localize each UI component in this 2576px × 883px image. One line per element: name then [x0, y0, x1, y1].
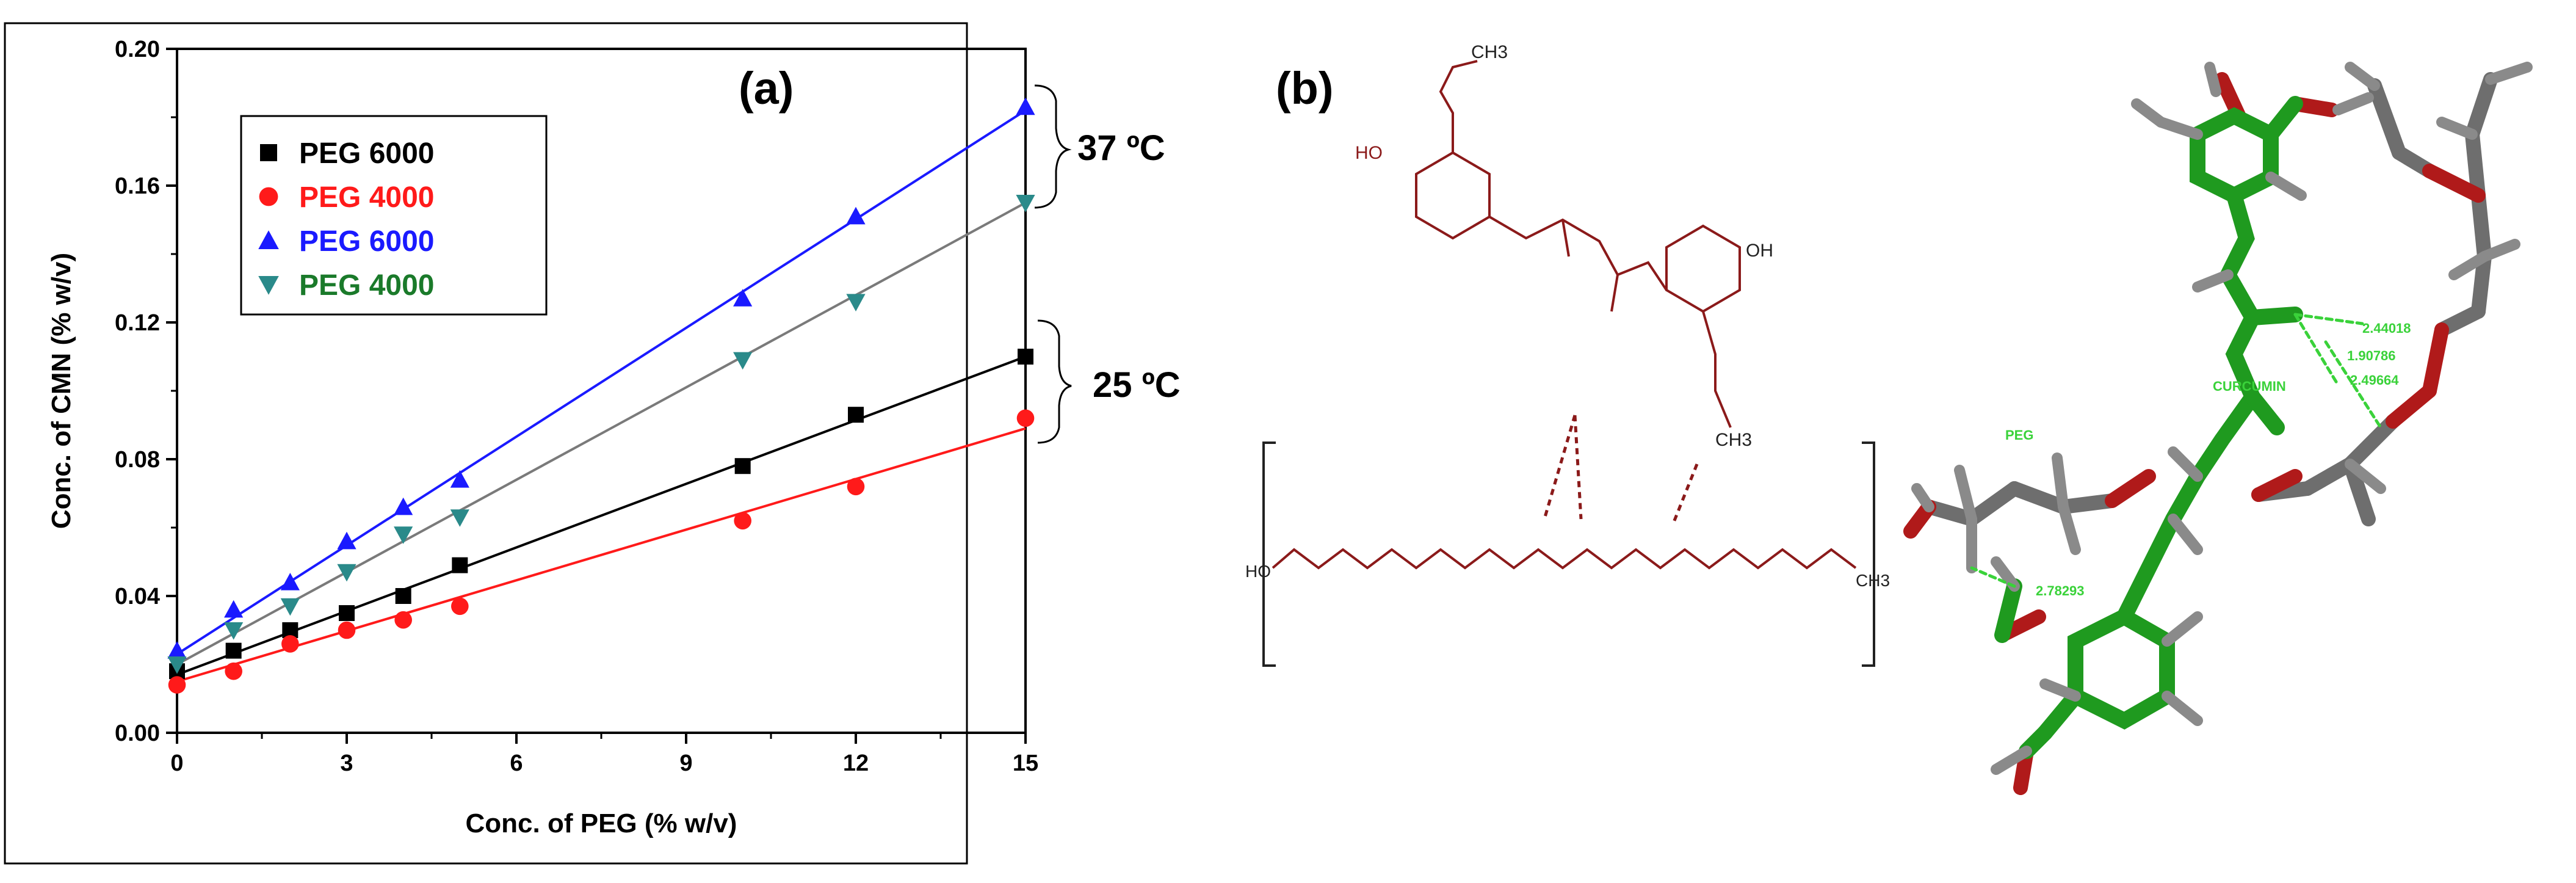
label-ho-chain: HO [1245, 562, 1271, 581]
fit-lines [176, 109, 1027, 683]
panel-a: 0 3 6 9 12 15 0.00 0.04 0.08 0.12 0.16 0.20 Conc. … [4, 22, 1181, 865]
label-ch3-chain: CH3 [1856, 571, 1890, 590]
data-point-series-1 [395, 588, 411, 604]
legend-marker [260, 144, 277, 161]
x-axis-ticks: 0 3 6 9 12 15 [170, 733, 1038, 776]
data-point-series-2 [168, 676, 186, 694]
y-tick-label: 0.16 [115, 173, 160, 199]
data-point-series-1 [734, 458, 751, 474]
legend-items: PEG 6000 PEG 4000 PEG 6000 PEG 4000 [258, 137, 434, 302]
legend: PEG 6000 PEG 4000 PEG 6000 PEG 4000 [240, 115, 548, 316]
x-tick-label: 6 [510, 750, 523, 776]
label-ho-top-left: HO [1355, 143, 1383, 163]
temperature-label-25: 25 ºC [1093, 365, 1181, 405]
fit-line-series-4 [176, 202, 1026, 666]
data-point-series-1 [848, 407, 864, 423]
data-point-series-3 [280, 573, 300, 590]
fit-line-series-3 [176, 109, 1027, 655]
right-aromatic-ring [1665, 224, 1741, 313]
temperature-brace-25: 25 ºC [1037, 319, 1181, 444]
panel-b: (b) HO CH3 OH CH3 [1245, 42, 2533, 795]
legend-label: PEG 4000 [299, 181, 434, 214]
data-point-series-4 [167, 656, 187, 674]
panel-a-label: (a) [739, 63, 794, 114]
label-ch3-right: CH3 [1715, 430, 1752, 450]
data-point-series-4 [450, 509, 469, 527]
data-point-series-2 [1016, 409, 1035, 427]
data-point-series-2 [394, 611, 412, 629]
x-tick-label: 15 [1013, 750, 1038, 776]
x-axis-title: Conc. of PEG (% w/v) [466, 809, 737, 838]
curcumin-peg-3d-model [1903, 62, 2533, 795]
chart-outer-frame [4, 22, 968, 865]
label-peg: PEG [2005, 427, 2033, 443]
data-point-series-1 [339, 605, 355, 621]
data-point-series-3 [1016, 97, 1035, 115]
y-tick-label: 0.00 [115, 721, 160, 746]
label-curcumin: CURCUMIN [2213, 379, 2286, 394]
y-axis-ticks: 0.00 0.04 0.08 0.12 0.16 0.20 [115, 37, 177, 746]
x-tick-label: 9 [679, 750, 692, 776]
data-point-series-4 [224, 622, 244, 640]
fit-line-series-1 [176, 355, 1026, 676]
y-tick-label: 0.12 [115, 310, 160, 336]
data-point-series-1 [452, 557, 468, 573]
legend-box [240, 115, 548, 316]
y-tick-label: 0.08 [115, 447, 160, 473]
data-point-series-2 [847, 478, 865, 496]
left-aromatic-ring [1415, 151, 1491, 240]
data-point-series-2 [451, 597, 469, 616]
fit-line-series-2 [176, 427, 1026, 683]
x-tick-label: 3 [340, 750, 353, 776]
legend-marker [259, 187, 278, 206]
data-point-series-3 [224, 600, 244, 618]
data-point-series-4 [394, 526, 413, 544]
data-point-series-2 [225, 662, 242, 680]
legend-marker [258, 230, 279, 249]
distance-label-3: 1.90786 [2347, 348, 2396, 363]
y-axis-title: Conc. of CMN (% w/v) [46, 253, 76, 529]
data-point-series-3 [337, 531, 356, 550]
label-oh-right: OH [1746, 241, 1773, 261]
data-point-series-3 [846, 206, 866, 225]
temperature-brace-37: 37 ºC [1034, 84, 1165, 209]
data-point-series-4 [337, 564, 356, 582]
data-point-series-1 [225, 642, 242, 659]
distance-label-1: 2.78293 [2036, 583, 2085, 598]
distance-label-2: 2.44018 [2362, 321, 2411, 336]
data-point-series-4 [1016, 195, 1035, 213]
x-tick-label: 12 [843, 750, 869, 776]
data-point-series-2 [338, 621, 356, 639]
legend-marker [258, 276, 279, 295]
data-point-series-2 [281, 635, 299, 653]
y-tick-label: 0.20 [115, 37, 160, 62]
legend-label: PEG 6000 [299, 137, 434, 170]
legend-label: PEG 4000 [299, 269, 434, 302]
curcumin-peg-2d-structure [1262, 60, 1875, 667]
legend-label: PEG 6000 [299, 225, 434, 258]
label-ch3-top: CH3 [1471, 42, 1508, 62]
data-point-series-4 [846, 294, 866, 311]
data-point-series-3 [450, 470, 469, 488]
data-point-series-3 [733, 289, 753, 307]
data-markers [167, 97, 1035, 694]
y-tick-label: 0.04 [115, 584, 160, 609]
data-point-series-1 [1018, 349, 1033, 365]
panel-b-label: (b) [1276, 63, 1334, 114]
x-tick-label: 0 [170, 750, 183, 776]
data-point-series-3 [394, 497, 413, 515]
data-point-series-4 [280, 598, 300, 616]
data-point-series-2 [734, 512, 751, 530]
distance-label-4: 2.49664 [2350, 372, 2399, 388]
data-point-series-3 [167, 641, 187, 659]
temperature-label-37: 37 ºC [1077, 128, 1165, 168]
data-point-series-4 [733, 352, 753, 370]
